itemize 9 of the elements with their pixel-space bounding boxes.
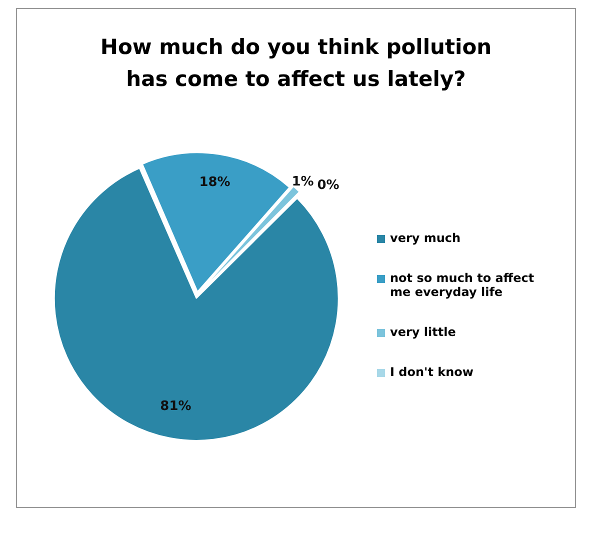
data-label: 18% (199, 175, 230, 190)
legend-label: not so much to affect me everyday life (390, 271, 536, 299)
data-label: 1% (292, 174, 314, 190)
text: 0% (317, 178, 340, 194)
chart-title: How much do you think pollution has come to affect us lately? (99, 34, 493, 93)
data-label: 81% (160, 398, 192, 414)
legend-label: very little (390, 325, 456, 339)
legend-label: I don't know (390, 365, 474, 379)
legend-label: very much (390, 231, 461, 245)
